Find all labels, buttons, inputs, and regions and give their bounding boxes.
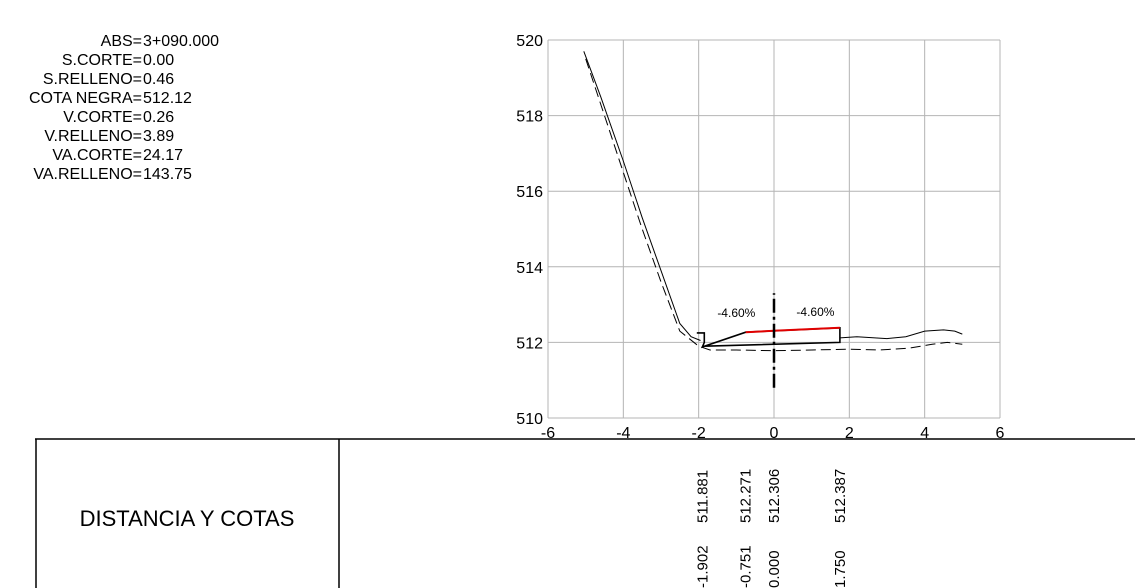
x-tick-label: 6 bbox=[996, 425, 1005, 442]
x-tick-label: -4 bbox=[616, 425, 630, 442]
info-row-va-corte: VA.CORTE= 24.17 bbox=[0, 147, 330, 165]
elevation-value: 511.881 bbox=[694, 470, 711, 523]
table-title: DISTANCIA Y COTAS bbox=[80, 506, 295, 531]
info-label: ABS= bbox=[100, 33, 142, 50]
y-tick-label: 514 bbox=[516, 260, 543, 277]
offset-value: -1.902 bbox=[694, 545, 711, 588]
info-label: COTA NEGRA= bbox=[28, 90, 142, 107]
elevation-value: 512.271 bbox=[738, 469, 755, 523]
x-tick-label: 4 bbox=[920, 425, 929, 442]
info-value: 512.12 bbox=[143, 90, 192, 107]
axis-tick-labels: -6 -4 -2 0 2 4 6 520 518 516 514 512 510 bbox=[516, 33, 1004, 442]
info-value: 3+090.000 bbox=[143, 33, 220, 50]
info-label: S.RELLENO= bbox=[42, 71, 142, 88]
x-tick-label: -2 bbox=[692, 425, 706, 442]
info-value: 0.26 bbox=[143, 109, 175, 126]
info-row-s-relleno: S.RELLENO= 0.46 bbox=[0, 71, 330, 89]
offset-value: -0.751 bbox=[738, 545, 755, 588]
info-row-v-relleno: V.RELLENO= 3.89 bbox=[0, 128, 330, 146]
offset-value: 0.000 bbox=[766, 550, 783, 588]
y-tick-label: 520 bbox=[516, 33, 543, 50]
x-tick-label: 0 bbox=[770, 425, 779, 442]
info-value: 143.75 bbox=[143, 166, 192, 183]
info-row-cota-negra: COTA NEGRA= 512.12 bbox=[0, 90, 330, 108]
slope-annotations: -4.60% -4.60% bbox=[717, 305, 834, 320]
info-value: 0.00 bbox=[143, 52, 175, 69]
y-tick-label: 516 bbox=[516, 184, 543, 201]
info-row-s-corte: S.CORTE= 0.00 bbox=[0, 52, 330, 70]
profile-lines bbox=[583, 51, 963, 388]
info-label: VA.CORTE= bbox=[52, 147, 142, 164]
y-tick-label: 518 bbox=[516, 109, 543, 126]
x-tick-label: 2 bbox=[845, 425, 854, 442]
info-value: 0.46 bbox=[143, 71, 175, 88]
info-label: S.CORTE= bbox=[61, 52, 142, 69]
y-tick-label: 512 bbox=[516, 335, 543, 352]
info-value: 3.89 bbox=[143, 128, 175, 145]
info-label: VA.RELLENO= bbox=[33, 166, 142, 183]
info-row-v-corte: V.CORTE= 0.26 bbox=[0, 109, 330, 127]
info-label: V.RELLENO= bbox=[44, 128, 142, 145]
existing-ground-dashed-line bbox=[585, 58, 963, 352]
offset-value: 1.750 bbox=[832, 550, 849, 588]
x-tick-label: -6 bbox=[541, 425, 555, 442]
ground-line bbox=[583, 51, 701, 341]
ground-line bbox=[839, 329, 963, 340]
y-tick-label: 510 bbox=[516, 411, 543, 428]
distance-elevation-table: DISTANCIA Y COTAS bbox=[35, 438, 1135, 588]
slope-label: -4.60% bbox=[796, 305, 834, 319]
slope-label: -4.60% bbox=[717, 306, 755, 320]
info-row-va-relleno: VA.RELLENO= 143.75 bbox=[0, 166, 330, 184]
design-surface-line bbox=[745, 326, 840, 334]
info-row-abs: ABS= 3+090.000 bbox=[0, 33, 330, 51]
info-label: V.CORTE= bbox=[63, 109, 142, 126]
elevation-value: 512.306 bbox=[766, 469, 783, 523]
table-columns: -1.902 511.881 -0.751 512.271 0.000 512.306 1.… bbox=[694, 469, 849, 588]
elevation-value: 512.387 bbox=[832, 469, 849, 523]
info-value: 24.17 bbox=[143, 147, 184, 164]
